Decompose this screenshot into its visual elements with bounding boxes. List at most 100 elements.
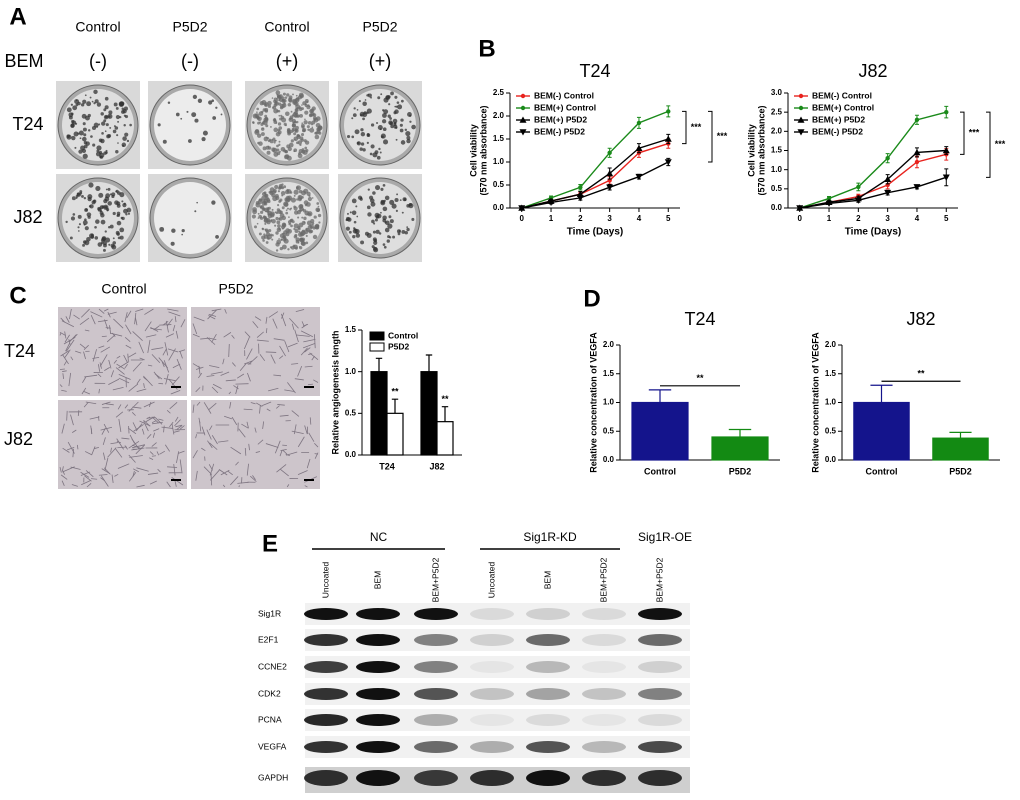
tube — [136, 467, 149, 472]
colony — [395, 105, 398, 108]
colony — [265, 136, 268, 139]
colony — [283, 122, 287, 126]
tube — [103, 308, 109, 312]
y-axis-label: Relative concentration of VEGFA — [588, 332, 598, 473]
series-line — [521, 110, 669, 209]
colony — [291, 123, 296, 128]
colony — [293, 194, 296, 197]
tube — [135, 308, 144, 312]
colony — [358, 100, 361, 103]
bar — [853, 401, 910, 461]
tube — [225, 379, 236, 382]
tube — [131, 447, 145, 451]
photo-bg — [191, 307, 320, 396]
tube — [297, 366, 303, 377]
colony — [100, 213, 105, 218]
tube — [116, 355, 121, 359]
colony — [404, 230, 408, 235]
y-tick-label: 0.5 — [825, 426, 837, 435]
colony — [300, 138, 304, 142]
tube — [159, 450, 166, 455]
colony — [285, 189, 290, 195]
colony — [351, 117, 354, 120]
colony — [386, 239, 390, 243]
tube — [274, 440, 281, 454]
legend-swatch — [369, 342, 385, 352]
tube — [163, 360, 170, 373]
colony — [354, 129, 360, 135]
colony — [271, 238, 274, 241]
blot-band — [356, 688, 400, 700]
colony — [362, 101, 367, 107]
tube — [59, 332, 62, 336]
colony — [310, 229, 314, 233]
colony — [290, 197, 297, 203]
protein-label: CCNE2 — [258, 661, 287, 671]
tube — [124, 404, 129, 409]
colony — [90, 135, 93, 138]
tube — [147, 472, 159, 475]
legend-label: BEM(-) P5D2 — [534, 126, 585, 136]
colony — [107, 201, 112, 206]
tube — [91, 446, 96, 456]
tube — [218, 469, 228, 476]
tube — [176, 451, 180, 463]
colony — [394, 126, 398, 129]
colony — [116, 201, 121, 206]
colony — [266, 207, 270, 210]
colony — [307, 128, 310, 131]
tube — [192, 404, 195, 413]
colony — [367, 93, 370, 96]
tube — [107, 447, 117, 458]
tube — [224, 415, 233, 420]
tube — [237, 481, 249, 484]
colony — [387, 95, 391, 99]
x-tick-label: 4 — [915, 214, 920, 223]
tube-photo — [58, 400, 187, 489]
colony — [117, 120, 120, 123]
colony — [86, 101, 92, 107]
tube — [86, 483, 92, 488]
blot-strip — [305, 656, 690, 678]
colony — [119, 235, 124, 240]
tube — [209, 365, 220, 369]
tube — [89, 416, 100, 420]
colony — [275, 216, 279, 221]
colony — [112, 129, 117, 134]
tube — [125, 324, 132, 335]
colony — [280, 115, 285, 120]
colony — [123, 114, 127, 117]
y-axis-label: Cell viability — [746, 124, 756, 177]
colony — [295, 94, 298, 97]
colony — [306, 202, 311, 207]
tube — [159, 324, 172, 326]
error-bar — [441, 406, 449, 422]
colony — [392, 235, 396, 239]
colony — [92, 199, 97, 203]
tube — [146, 433, 152, 439]
protein-label: CDK2 — [258, 688, 281, 698]
legend-marker — [520, 93, 526, 99]
tube — [68, 372, 72, 387]
colony — [278, 102, 282, 106]
tube — [65, 342, 71, 352]
tube — [116, 363, 126, 370]
tube — [192, 333, 200, 338]
tube — [112, 332, 116, 337]
tube — [59, 368, 65, 370]
colony — [406, 138, 411, 144]
tube — [84, 451, 92, 455]
colony — [292, 98, 297, 104]
tube — [265, 443, 279, 448]
y-tick-label: 2.5 — [493, 88, 505, 97]
colony — [401, 230, 406, 234]
colony — [108, 115, 111, 118]
colony — [109, 224, 114, 229]
tube — [166, 410, 171, 414]
tube — [126, 310, 132, 318]
tube — [110, 442, 119, 445]
colony — [96, 126, 98, 128]
tube — [208, 464, 213, 471]
series-line — [521, 138, 669, 209]
tube — [210, 371, 223, 375]
